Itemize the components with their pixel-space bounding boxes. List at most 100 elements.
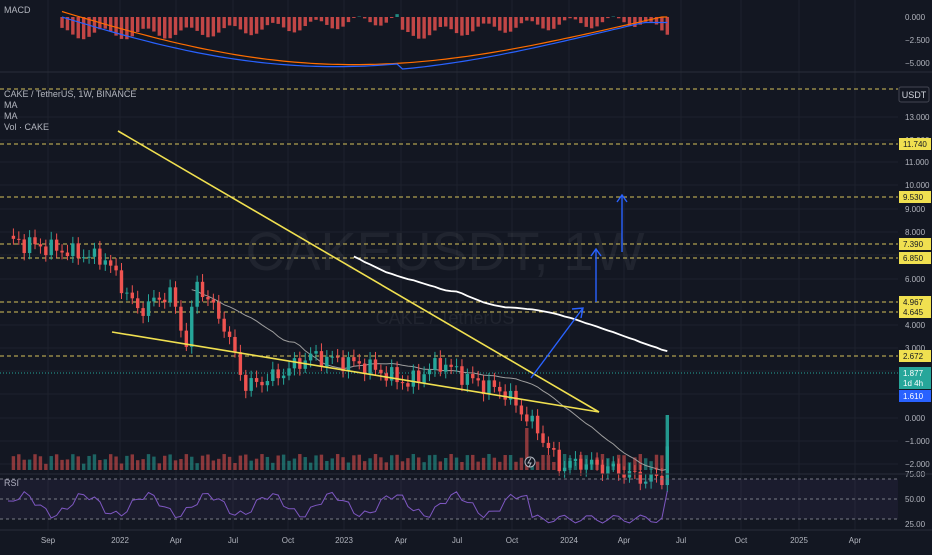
volume-bar xyxy=(422,462,425,470)
price-tick-label: 8.000 xyxy=(905,228,926,237)
macd-histogram-bar xyxy=(617,17,620,18)
lower-trendline[interactable] xyxy=(112,332,599,412)
time-tick-label: Jul xyxy=(676,536,686,545)
legend-symbol: CAKE / TetherUS, 1W, BINANCE xyxy=(4,89,136,99)
volume-bar xyxy=(347,462,350,470)
macd-histogram-bar xyxy=(422,17,425,39)
macd-pane[interactable]: MACD 0.000−2.500−5.000 xyxy=(4,5,930,69)
volume-bar xyxy=(39,456,42,470)
volume-bar xyxy=(55,454,58,470)
macd-histogram-bar xyxy=(590,17,593,28)
macd-histogram-bar xyxy=(325,17,328,25)
macd-histogram-bar xyxy=(320,17,323,21)
macd-histogram-bar xyxy=(493,17,496,27)
volume-bar xyxy=(255,459,258,470)
candle xyxy=(331,357,334,358)
macd-histogram-bar xyxy=(282,17,285,27)
time-tick-label: Sep xyxy=(41,536,56,545)
macd-histogram-bar xyxy=(352,17,355,18)
candle xyxy=(158,298,161,300)
macd-histogram-bar xyxy=(666,17,669,35)
volume-bar xyxy=(136,460,139,470)
time-tick-label: 2024 xyxy=(560,536,578,545)
macd-histogram-bar xyxy=(482,17,485,24)
level-tag-label: 4.645 xyxy=(903,308,924,317)
volume-bar xyxy=(314,455,317,470)
candle xyxy=(585,464,588,469)
volume-bar xyxy=(374,454,377,470)
volume-bar xyxy=(331,458,334,470)
macd-histogram-bar xyxy=(104,17,107,29)
candle xyxy=(379,370,382,373)
candle xyxy=(17,239,20,240)
time-tick-label: Jul xyxy=(228,536,238,545)
macd-histogram-bar xyxy=(185,17,188,27)
macd-histogram-bar xyxy=(174,17,177,35)
volume-bar xyxy=(520,458,523,470)
candle xyxy=(460,366,463,385)
volume-bar xyxy=(287,461,290,470)
macd-histogram-bar xyxy=(163,17,166,39)
macd-histogram-bar xyxy=(179,17,182,30)
macd-histogram-bar xyxy=(563,17,566,20)
price-tick-label: 9.000 xyxy=(905,205,926,214)
volume-bar xyxy=(401,461,404,470)
volume-bar xyxy=(212,461,215,470)
macd-histogram-bar xyxy=(168,17,171,38)
candle xyxy=(120,270,123,293)
candle xyxy=(444,365,447,372)
time-tick-label: Apr xyxy=(849,536,862,545)
macd-tick-label: −2.500 xyxy=(905,36,930,45)
last-bar-marker[interactable] xyxy=(525,457,535,467)
volume-bar xyxy=(547,455,550,470)
candle xyxy=(547,443,550,448)
rsi-tick-label: 50.00 xyxy=(905,495,926,504)
volume-bar xyxy=(109,454,112,470)
macd-histogram-bar xyxy=(77,17,80,38)
volume-bar xyxy=(298,454,301,470)
candle xyxy=(39,244,42,246)
projection-segment-1 xyxy=(531,308,583,378)
candle xyxy=(617,464,620,474)
price-tick-label: 13.000 xyxy=(905,113,930,122)
candle xyxy=(406,383,409,387)
volume-bar xyxy=(341,457,344,470)
macd-histogram-bar xyxy=(574,17,577,19)
price-pane[interactable]: CAKEUSDT, 1W CAKE / TetherUS CAKE / Teth… xyxy=(0,87,931,492)
price-axis[interactable]: 13.00012.00011.00010.0009.0008.0007.0006… xyxy=(899,113,931,469)
price-tick-label: −1.000 xyxy=(905,437,930,446)
macd-histogram-bar xyxy=(622,17,625,22)
watermark-symbol: CAKEUSDT, 1W xyxy=(245,222,644,282)
candle xyxy=(595,460,598,465)
macd-histogram-bar xyxy=(304,17,307,26)
volume-bar xyxy=(428,455,431,470)
macd-histogram-bar xyxy=(239,17,242,29)
macd-histogram-bar xyxy=(390,17,393,18)
macd-histogram-bar xyxy=(266,17,269,25)
macd-histogram-bar xyxy=(471,17,474,31)
volume-bar xyxy=(487,454,490,470)
candle xyxy=(168,287,171,302)
candle xyxy=(476,378,479,380)
volume-bar xyxy=(325,461,328,470)
macd-histogram-bar xyxy=(374,17,377,25)
candle xyxy=(179,307,182,331)
candle xyxy=(163,300,166,302)
candle xyxy=(558,450,561,471)
macd-histogram-bar xyxy=(217,17,220,33)
candle xyxy=(244,375,247,391)
macd-histogram-bar xyxy=(136,17,139,32)
candle xyxy=(471,374,474,378)
macd-histogram-bar xyxy=(309,17,312,22)
macd-histogram-bar xyxy=(93,17,96,33)
legend: CAKE / TetherUS, 1W, BINANCE MA MA Vol ·… xyxy=(4,89,136,132)
volume-bar xyxy=(455,458,458,470)
currency-button[interactable]: USDT xyxy=(899,87,929,102)
volume-bar xyxy=(320,455,323,470)
macd-histogram-bar xyxy=(109,17,112,31)
candle xyxy=(368,359,371,373)
macd-histogram-bar xyxy=(82,17,85,39)
